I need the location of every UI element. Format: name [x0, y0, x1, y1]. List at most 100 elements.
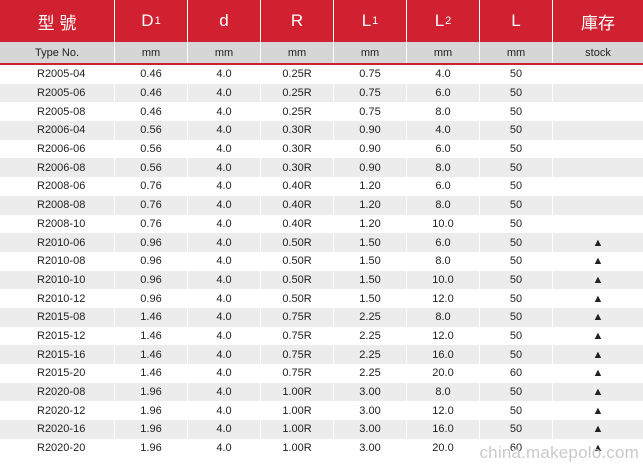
cell-type-no: R2005-04: [0, 65, 115, 84]
cell-d: 4.0: [188, 345, 261, 364]
stock-triangle-icon: ▲: [592, 273, 604, 286]
cell-r: 0.75R: [261, 345, 334, 364]
cell-type-no: R2020-12: [0, 401, 115, 421]
cell-type-no: R2015-16: [0, 345, 115, 364]
cell-l: 50: [480, 345, 553, 364]
table-row: R2006-06 0.56 4.0 0.30R 0.90 6.0 50: [0, 139, 643, 159]
cell-r: 1.00R: [261, 382, 334, 402]
cell-l1: 1.20: [334, 195, 407, 215]
cell-l2: 16.0: [407, 345, 480, 364]
cell-l2: 4.0: [407, 65, 480, 84]
cell-l1: 1.20: [334, 177, 407, 196]
cell-d1: 1.46: [115, 326, 188, 346]
cell-d1: 0.76: [115, 214, 188, 234]
cell-d1: 0.46: [115, 83, 188, 103]
cell-d: 4.0: [188, 289, 261, 308]
cell-d1: 0.96: [115, 270, 188, 290]
cell-type-no: R2015-20: [0, 364, 115, 383]
cell-l2: 16.0: [407, 420, 480, 439]
cell-d1: 0.96: [115, 251, 188, 271]
cell-type-no: R2020-16: [0, 420, 115, 439]
cell-l1: 1.50: [334, 289, 407, 308]
cell-type-no: R2020-20: [0, 438, 115, 458]
cell-r: 0.75R: [261, 326, 334, 346]
cell-l2: 6.0: [407, 83, 480, 103]
stock-triangle-icon: ▲: [592, 367, 604, 380]
cell-l: 50: [480, 83, 553, 103]
cell-d1: 1.46: [115, 345, 188, 364]
cell-type-no: R2010-08: [0, 251, 115, 271]
cell-d: 4.0: [188, 83, 261, 103]
cell-r: 0.50R: [261, 251, 334, 271]
table-row: R2020-08 1.96 4.0 1.00R 3.00 8.0 50 ▲: [0, 382, 643, 402]
cell-d1: 0.96: [115, 289, 188, 308]
table-row: R2005-08 0.46 4.0 0.25R 0.75 8.0 50: [0, 102, 643, 122]
cell-d1: 1.96: [115, 420, 188, 439]
cell-r: 0.40R: [261, 214, 334, 234]
cell-l1: 2.25: [334, 307, 407, 327]
header-stock: 庫存: [553, 0, 643, 42]
cell-l: 50: [480, 158, 553, 178]
cell-d1: 0.76: [115, 195, 188, 215]
table-row: R2006-08 0.56 4.0 0.30R 0.90 8.0 50: [0, 158, 643, 178]
cell-type-no: R2008-10: [0, 214, 115, 234]
cell-type-no: R2010-06: [0, 233, 115, 252]
stock-triangle-icon: ▲: [592, 404, 604, 417]
cell-stock: [553, 140, 643, 159]
cell-l: 50: [480, 177, 553, 196]
cell-type-no: R2010-10: [0, 270, 115, 290]
cell-l2: 10.0: [407, 270, 480, 290]
table-body: R2005-04 0.46 4.0 0.25R 0.75 4.0 50 R2005-06 0.4…: [0, 65, 643, 458]
table-row: R2008-10 0.76 4.0 0.40R 1.20 10.0 50: [0, 214, 643, 234]
cell-d1: 1.96: [115, 401, 188, 421]
cell-d: 4.0: [188, 420, 261, 439]
cell-l: 50: [480, 289, 553, 308]
cell-r: 0.75R: [261, 364, 334, 383]
cell-l1: 1.20: [334, 214, 407, 234]
watermark: china.makepolo.com: [479, 443, 639, 462]
cell-type-no: R2008-06: [0, 177, 115, 196]
cell-l: 50: [480, 382, 553, 402]
cell-l2: 20.0: [407, 438, 480, 458]
cell-d1: 1.96: [115, 382, 188, 402]
cell-r: 0.30R: [261, 121, 334, 140]
table-row: R2020-12 1.96 4.0 1.00R 3.00 12.0 50 ▲: [0, 401, 643, 421]
table-row: R2008-08 0.76 4.0 0.40R 1.20 8.0 50: [0, 195, 643, 215]
cell-d: 4.0: [188, 233, 261, 252]
cell-l1: 1.50: [334, 251, 407, 271]
cell-r: 1.00R: [261, 420, 334, 439]
table-row: R2015-08 1.46 4.0 0.75R 2.25 8.0 50 ▲: [0, 307, 643, 327]
cell-d: 4.0: [188, 326, 261, 346]
cell-l1: 2.25: [334, 326, 407, 346]
unit-d1: mm: [115, 42, 188, 63]
cell-l1: 2.25: [334, 364, 407, 383]
cell-type-no: R2005-06: [0, 83, 115, 103]
cell-l2: 12.0: [407, 289, 480, 308]
unit-type-no: Type No.: [0, 42, 115, 63]
cell-r: 0.25R: [261, 65, 334, 84]
cell-d1: 1.46: [115, 364, 188, 383]
cell-d: 4.0: [188, 158, 261, 178]
cell-r: 0.25R: [261, 102, 334, 122]
cell-stock: [553, 102, 643, 121]
unit-d: mm: [188, 42, 261, 63]
cell-l1: 3.00: [334, 420, 407, 439]
cell-d: 4.0: [188, 139, 261, 159]
cell-d1: 0.56: [115, 121, 188, 140]
cell-l: 50: [480, 307, 553, 327]
cell-l1: 1.50: [334, 270, 407, 290]
stock-triangle-icon: ▲: [592, 236, 604, 249]
cell-d: 4.0: [188, 102, 261, 122]
cell-d: 4.0: [188, 177, 261, 196]
table-row: R2010-06 0.96 4.0 0.50R 1.50 6.0 50 ▲: [0, 233, 643, 252]
cell-d: 4.0: [188, 438, 261, 458]
cell-r: 0.50R: [261, 270, 334, 290]
cell-l2: 8.0: [407, 158, 480, 178]
table-row: R2015-16 1.46 4.0 0.75R 2.25 16.0 50 ▲: [0, 345, 643, 364]
cell-l2: 6.0: [407, 177, 480, 196]
